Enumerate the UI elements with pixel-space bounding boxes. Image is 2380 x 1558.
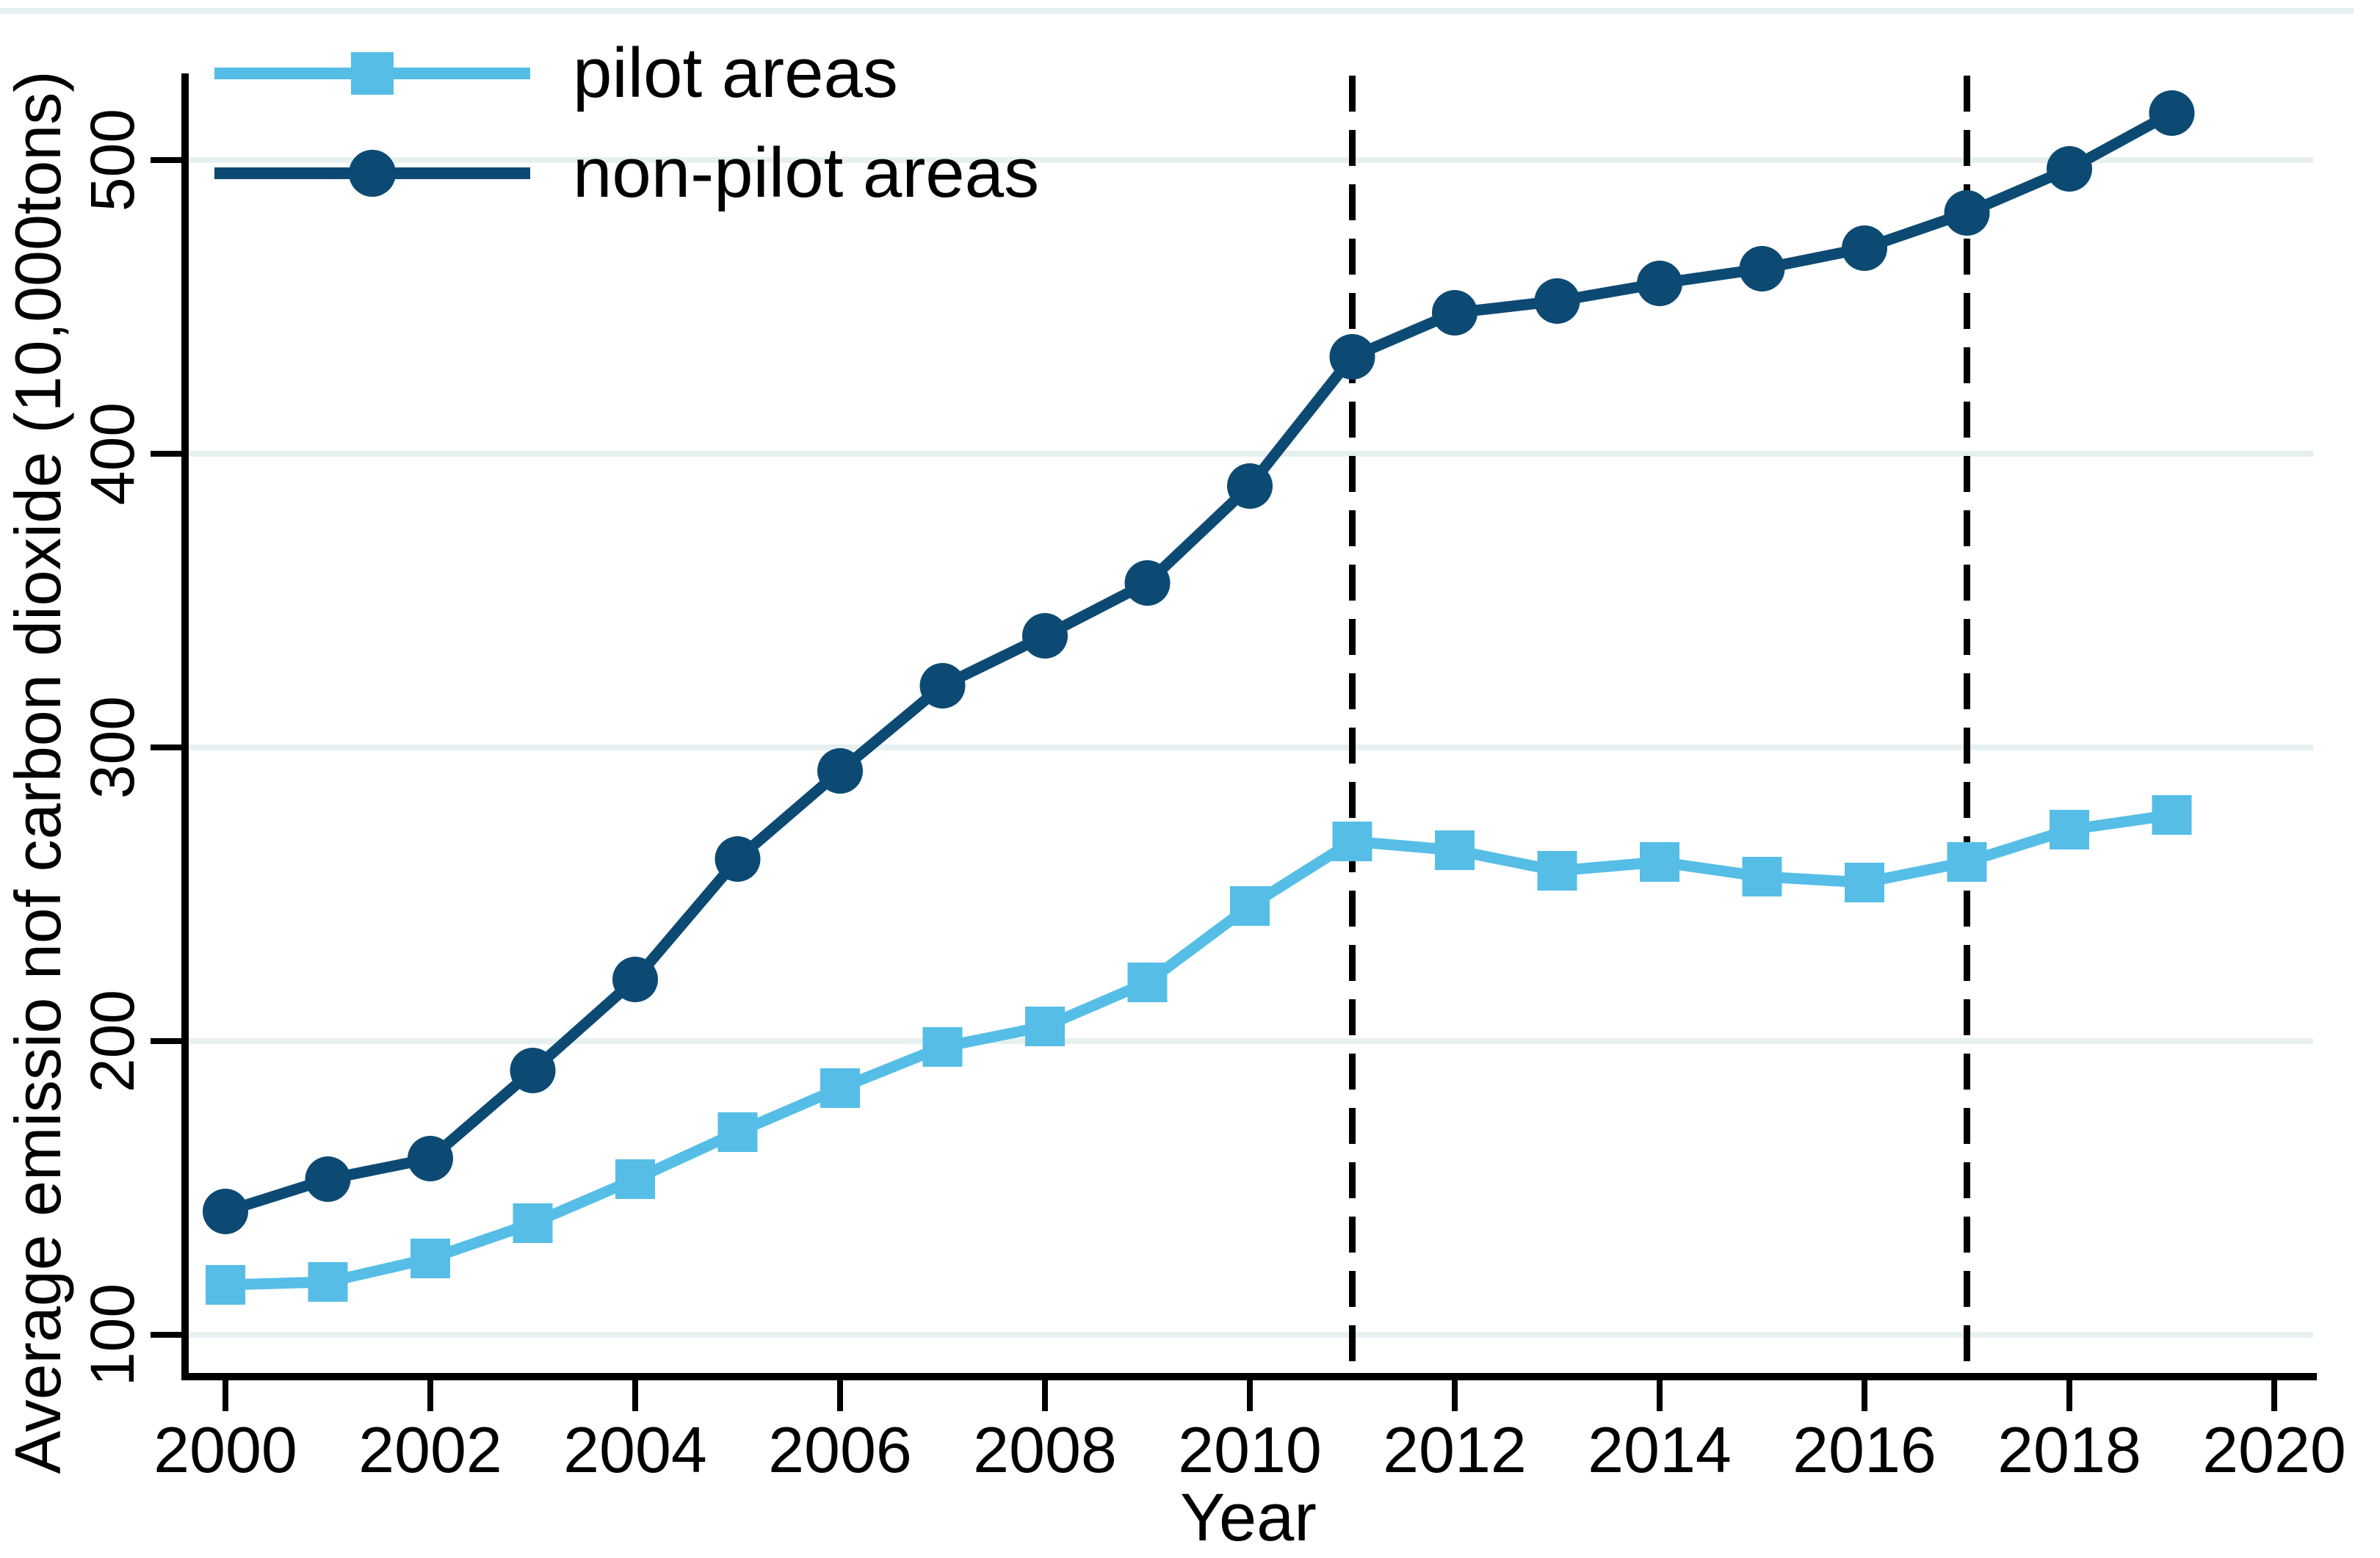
data-point-non-pilot-areas-2014 xyxy=(1637,261,1682,306)
data-point-non-pilot-areas-2008 xyxy=(1022,613,1068,659)
non-pilot-areas-line-swatch xyxy=(214,150,530,197)
data-point-pilot-areas-2000 xyxy=(206,1265,245,1305)
x-tick-label-2004: 2004 xyxy=(563,1413,707,1486)
x-tick-label-2006: 2006 xyxy=(768,1413,912,1486)
y-tick-label-400: 400 xyxy=(78,402,147,505)
legend-item-pilot-areas: pilot areas xyxy=(214,37,1039,110)
y-tick-label-500: 500 xyxy=(78,109,147,211)
x-tick-label-2018: 2018 xyxy=(1997,1413,2141,1486)
x-tick-label-2000: 2000 xyxy=(153,1413,297,1486)
data-point-non-pilot-areas-2010 xyxy=(1227,463,1273,509)
legend-label: non-pilot areas xyxy=(573,134,1040,212)
data-point-pilot-areas-2004 xyxy=(615,1159,655,1199)
data-point-pilot-areas-2005 xyxy=(717,1112,758,1152)
x-tick-label-2008: 2008 xyxy=(973,1413,1117,1486)
data-point-pilot-areas-2009 xyxy=(1127,963,1168,1002)
x-tick-label-2020: 2020 xyxy=(2202,1413,2346,1486)
y-axis-title: Average emissio nof carbon dioxide (10,0… xyxy=(1,70,74,1474)
data-point-non-pilot-areas-2006 xyxy=(817,748,863,794)
data-point-pilot-areas-2017 xyxy=(1947,842,1987,882)
data-point-pilot-areas-2006 xyxy=(820,1068,860,1108)
data-point-non-pilot-areas-2011 xyxy=(1329,334,1375,380)
series-line-non-pilot-areas xyxy=(220,107,2177,1217)
data-point-pilot-areas-2003 xyxy=(513,1203,553,1243)
data-point-pilot-areas-2014 xyxy=(1640,842,1679,882)
data-point-pilot-areas-2011 xyxy=(1332,822,1372,861)
data-point-non-pilot-areas-2018 xyxy=(2047,146,2092,192)
data-point-non-pilot-areas-2002 xyxy=(408,1136,453,1181)
data-point-pilot-areas-2010 xyxy=(1230,886,1270,926)
x-tick-label-2014: 2014 xyxy=(1588,1413,1732,1486)
square-marker-icon xyxy=(351,52,394,95)
data-point-non-pilot-areas-2019 xyxy=(2149,90,2195,136)
data-point-pilot-areas-2012 xyxy=(1435,830,1475,870)
data-point-non-pilot-areas-2003 xyxy=(510,1048,556,1093)
x-tick-label-2002: 2002 xyxy=(358,1413,502,1486)
data-point-pilot-areas-2018 xyxy=(2050,810,2089,849)
data-point-non-pilot-areas-2017 xyxy=(1944,190,1990,236)
data-point-non-pilot-areas-2015 xyxy=(1739,246,1785,291)
data-point-non-pilot-areas-2001 xyxy=(305,1156,351,1202)
data-point-non-pilot-areas-2004 xyxy=(612,957,658,1002)
data-point-non-pilot-areas-2000 xyxy=(203,1189,248,1234)
data-point-pilot-areas-2019 xyxy=(2152,795,2192,835)
data-point-non-pilot-areas-2013 xyxy=(1534,278,1580,324)
x-tick-label-2010: 2010 xyxy=(1178,1413,1322,1486)
legend: pilot areas non-pilot areas xyxy=(214,37,1039,210)
data-point-pilot-areas-2016 xyxy=(1845,863,1884,902)
data-point-pilot-areas-2015 xyxy=(1742,857,1782,896)
data-point-non-pilot-areas-2005 xyxy=(715,836,761,882)
y-tick-label-100: 100 xyxy=(78,1283,147,1386)
data-point-pilot-areas-2007 xyxy=(922,1027,963,1067)
legend-item-non-pilot-areas: non-pilot areas xyxy=(214,137,1039,210)
y-tick-label-300: 300 xyxy=(78,696,147,799)
data-point-pilot-areas-2008 xyxy=(1025,1007,1065,1046)
data-point-non-pilot-areas-2009 xyxy=(1124,560,1171,606)
legend-label: pilot areas xyxy=(573,34,898,112)
x-axis-title: Year xyxy=(1180,1480,1317,1555)
data-point-non-pilot-areas-2007 xyxy=(919,663,966,709)
data-point-pilot-areas-2013 xyxy=(1537,851,1577,891)
x-tick-label-2012: 2012 xyxy=(1383,1413,1527,1486)
data-point-non-pilot-areas-2016 xyxy=(1842,225,1887,271)
data-point-non-pilot-areas-2012 xyxy=(1432,290,1477,336)
x-tick-label-2016: 2016 xyxy=(1793,1413,1936,1486)
y-tick-label-200: 200 xyxy=(78,990,147,1093)
data-point-pilot-areas-2001 xyxy=(308,1262,348,1302)
data-point-pilot-areas-2002 xyxy=(410,1239,450,1278)
circle-marker-icon xyxy=(349,150,396,197)
pilot-areas-line-swatch xyxy=(214,52,530,95)
